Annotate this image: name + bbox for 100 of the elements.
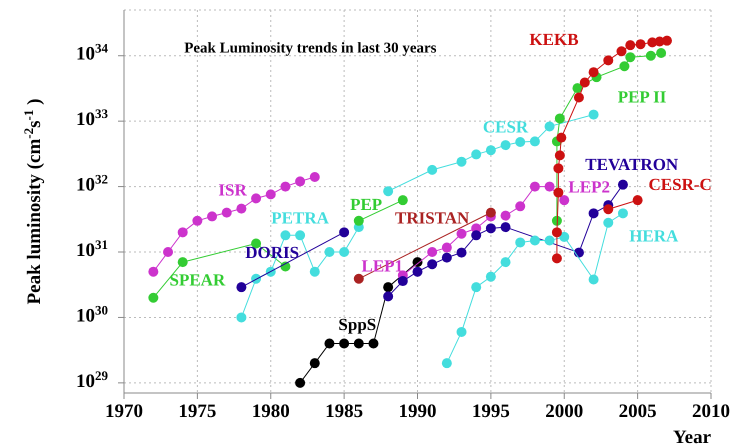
- point: [662, 36, 672, 46]
- x-tick-label: 1975: [178, 401, 216, 422]
- point: [636, 39, 646, 50]
- point: [588, 110, 599, 120]
- series-label: CESR-C: [648, 174, 712, 194]
- point: [574, 248, 584, 258]
- point: [295, 230, 306, 240]
- point: [486, 223, 496, 234]
- point: [530, 182, 540, 192]
- x-tick-label: 1980: [252, 401, 290, 422]
- series-label: TRISTAN: [395, 208, 470, 228]
- point: [354, 338, 364, 348]
- x-tick-label: 1990: [398, 401, 436, 422]
- point: [554, 150, 565, 160]
- point: [588, 274, 599, 285]
- point: [486, 272, 496, 282]
- point: [383, 186, 394, 196]
- point: [339, 227, 350, 238]
- x-tick-label: 2010: [692, 401, 730, 422]
- point: [656, 48, 666, 58]
- point: [383, 291, 394, 302]
- point: [554, 113, 565, 124]
- y-tick-label: 10$^{30}$: [76, 302, 108, 326]
- point: [442, 252, 452, 263]
- point: [456, 156, 467, 167]
- point: [500, 140, 511, 150]
- point: [500, 222, 511, 232]
- point: [368, 338, 378, 348]
- point: [148, 266, 158, 277]
- y-tick-label: 10$^{34}$: [76, 40, 108, 65]
- point: [236, 204, 246, 214]
- point: [456, 248, 467, 258]
- point: [280, 230, 290, 240]
- series-label: SPEAR: [170, 270, 226, 290]
- x-tick-label: 1970: [105, 401, 143, 422]
- y-tick-label: 10$^{29}$: [76, 367, 108, 392]
- point: [442, 358, 452, 368]
- point: [619, 61, 630, 72]
- point: [178, 227, 188, 238]
- point: [251, 193, 262, 204]
- point: [471, 149, 482, 160]
- point: [572, 83, 582, 94]
- point: [616, 46, 626, 56]
- x-tick-label: 2000: [545, 401, 584, 422]
- series-label: HERA: [629, 226, 680, 246]
- point: [427, 164, 438, 175]
- point: [310, 358, 320, 368]
- point: [588, 67, 599, 78]
- point: [295, 378, 306, 388]
- point: [324, 338, 334, 348]
- point: [207, 211, 218, 222]
- series-label: PETRA: [271, 208, 330, 228]
- point: [552, 227, 562, 238]
- point: [618, 208, 628, 218]
- point: [515, 201, 526, 212]
- y-tick-label: 10$^{31}$: [76, 236, 108, 262]
- point: [603, 204, 614, 214]
- series-label: KEKB: [529, 30, 579, 50]
- series-label: CESR: [482, 117, 529, 136]
- x-tick-label: 1985: [325, 401, 364, 422]
- point: [163, 247, 174, 258]
- series-label: TEVATRON: [585, 155, 679, 174]
- point: [544, 121, 555, 132]
- point: [625, 40, 636, 50]
- point: [500, 257, 511, 268]
- point: [398, 195, 408, 206]
- point: [553, 163, 564, 174]
- point: [148, 292, 158, 303]
- point: [471, 282, 482, 292]
- point: [222, 208, 232, 218]
- point: [530, 235, 540, 246]
- point: [266, 189, 276, 200]
- point: [574, 92, 584, 102]
- point: [603, 55, 614, 66]
- point: [559, 232, 570, 242]
- point: [310, 172, 320, 182]
- point: [515, 237, 526, 248]
- y-tick-label: 10$^{33}$: [76, 106, 108, 130]
- point: [354, 216, 364, 226]
- point: [530, 136, 540, 146]
- point: [427, 247, 438, 258]
- point: [354, 274, 364, 284]
- series-label: ISR: [218, 180, 248, 200]
- x-tick-label: 2005: [618, 401, 657, 422]
- point: [618, 180, 628, 190]
- x-tick-label: 1995: [472, 401, 510, 422]
- point: [456, 326, 467, 337]
- point: [556, 132, 566, 143]
- point: [310, 266, 320, 277]
- point: [339, 338, 350, 348]
- point: [580, 77, 590, 88]
- point: [280, 182, 290, 192]
- point: [603, 218, 614, 228]
- point: [398, 276, 408, 286]
- point: [552, 253, 562, 264]
- point: [295, 176, 306, 186]
- point: [553, 188, 564, 198]
- point: [427, 259, 438, 270]
- point: [236, 282, 246, 292]
- point: [544, 182, 555, 192]
